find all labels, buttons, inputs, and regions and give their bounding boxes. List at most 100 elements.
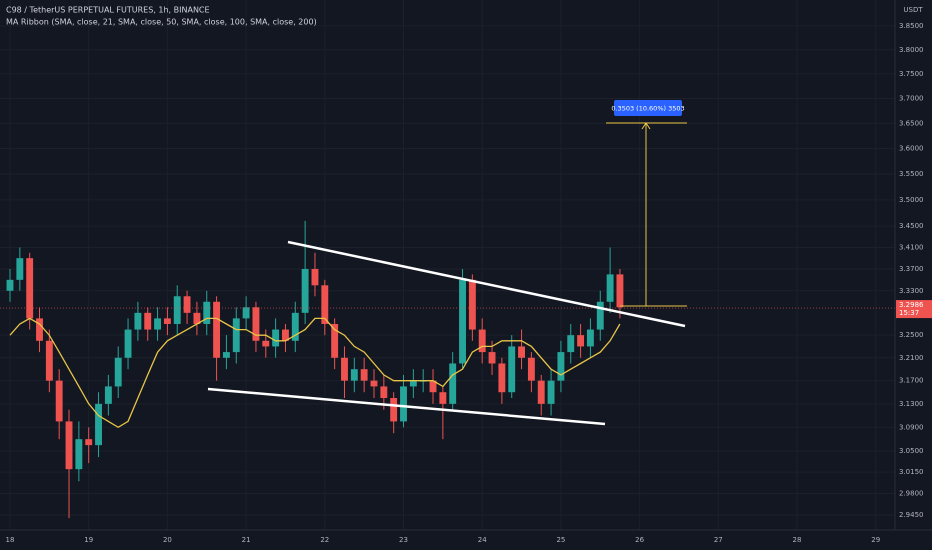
y-tick-label: 3.5000 [899, 196, 924, 204]
y-tick-label: 3.0900 [899, 423, 924, 431]
candle-body [222, 352, 230, 358]
candle-body [350, 369, 358, 381]
candle-body [242, 307, 250, 319]
candle-body [547, 380, 555, 404]
candle-body [360, 369, 368, 381]
candle-body [331, 323, 339, 358]
candle-body [400, 386, 407, 422]
x-tick-label: 28 [793, 536, 802, 544]
candle-body [439, 392, 447, 404]
candle-body [75, 439, 83, 470]
x-tick-label: 25 [556, 536, 565, 544]
y-tick-label: 3.7500 [899, 70, 924, 78]
candle-body [144, 312, 152, 330]
candle-body [114, 357, 122, 387]
candle-body [390, 398, 398, 422]
candle-body [498, 363, 506, 393]
trendline [287, 240, 686, 328]
candle-body [301, 268, 309, 313]
candle-body [478, 329, 486, 353]
countdown-label: 15:37 [899, 309, 919, 317]
candle-body [409, 380, 417, 387]
ma-line [9, 317, 621, 429]
candle-body [311, 268, 319, 286]
candle-body [596, 301, 604, 330]
candle-body [124, 329, 132, 358]
y-tick-label: 3.8500 [899, 22, 924, 30]
candle-body [104, 386, 112, 404]
axes: 3.8500 3.8000 3.7500 3.7000 3.6500 3.6000 3.55… [6, 22, 932, 544]
y-tick-label: 3.1700 [899, 377, 924, 385]
y-tick-label: 3.4500 [899, 222, 924, 230]
candle-body [341, 357, 348, 381]
candle-body [36, 318, 43, 341]
last-price-label: 3.2986 [899, 301, 924, 309]
candle-body [577, 335, 585, 347]
candle-body [6, 279, 14, 291]
y-tick-label: 3.0500 [899, 447, 924, 455]
candle-body [26, 258, 34, 319]
unit-label: USDT [903, 6, 923, 14]
candle-body [527, 357, 535, 381]
candle-body [586, 329, 594, 347]
y-tick-label: 3.8000 [899, 46, 924, 54]
x-tick-label: 18 [6, 536, 15, 544]
candle-body [370, 380, 378, 387]
candle-body [508, 346, 516, 393]
y-tick-label: 2.9450 [899, 511, 924, 519]
y-tick-label: 3.0150 [899, 468, 924, 476]
x-tick-label: 24 [478, 536, 487, 544]
y-tick-label: 3.3300 [899, 287, 924, 295]
candle-body [616, 274, 624, 308]
candle-body [518, 346, 526, 358]
x-tick-label: 27 [714, 536, 723, 544]
x-tick-label: 22 [320, 536, 329, 544]
candle-body [449, 363, 457, 404]
candle-body [203, 301, 211, 324]
candle-body [45, 340, 53, 381]
x-tick-label: 20 [163, 536, 172, 544]
candle-body [380, 386, 388, 399]
candle-body [321, 285, 329, 324]
x-tick-label: 19 [84, 536, 93, 544]
candle-body [272, 329, 280, 347]
x-tick-label: 29 [871, 536, 880, 544]
candle-body [85, 439, 93, 446]
y-tick-label: 3.2100 [899, 354, 924, 362]
candle-body [183, 296, 191, 313]
candle-body [262, 340, 270, 347]
candle-body [606, 274, 614, 302]
candle-body [65, 421, 73, 470]
last-price-box [896, 300, 932, 319]
price-axis [895, 0, 932, 550]
plot [0, 220, 895, 519]
candle-body [163, 318, 171, 324]
candle-body [134, 312, 142, 330]
candle-body [173, 296, 181, 324]
y-tick-label: 3.4100 [899, 243, 924, 251]
x-tick-label: 21 [242, 536, 251, 544]
x-tick-label: 23 [399, 536, 408, 544]
indicator-label: MA Ribbon (SMA, close, 21, SMA, close, 5… [6, 18, 317, 27]
candle-body [213, 301, 221, 358]
y-tick-label: 3.3700 [899, 265, 924, 273]
trendline [207, 387, 606, 426]
candle-body [429, 380, 437, 393]
candle-body [193, 312, 201, 324]
candle-body [459, 279, 466, 364]
y-tick-label: 3.6000 [899, 144, 924, 152]
y-tick-label: 2.9800 [899, 489, 924, 497]
y-tick-label: 3.1300 [899, 400, 924, 408]
candle-body [282, 329, 289, 341]
candle-body [232, 318, 240, 353]
measure-box [614, 100, 682, 116]
y-tick-label: 3.6500 [899, 119, 924, 127]
chart-title: C98 / TetherUS PERPETUAL FUTURES, 1h, BI… [6, 6, 210, 15]
candle-body [567, 335, 575, 353]
candle-body [557, 352, 565, 381]
candle-body [488, 352, 496, 364]
candle-body [16, 258, 24, 280]
candle-body [55, 380, 63, 422]
